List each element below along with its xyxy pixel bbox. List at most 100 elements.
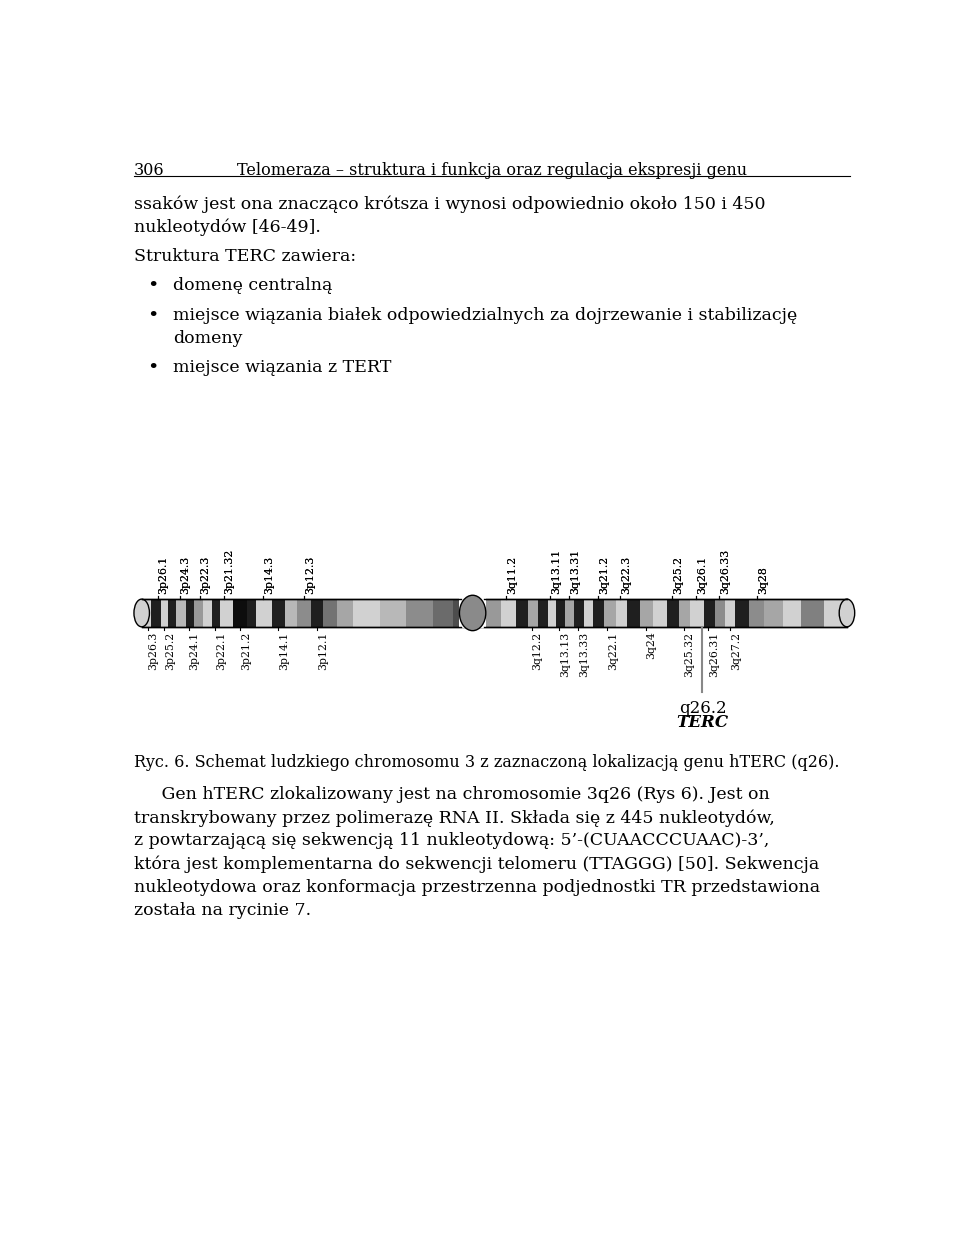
Text: 3p14.1: 3p14.1	[278, 632, 289, 669]
Text: 3p21.32: 3p21.32	[225, 548, 234, 595]
Bar	[247, 599, 256, 626]
Text: 3p24.3: 3p24.3	[180, 556, 190, 595]
Bar	[433, 599, 453, 626]
Bar	[380, 599, 406, 626]
Text: transkrybowany przez polimerazę RNA II. Składa się z 445 nukleotydów,: transkrybowany przez polimerazę RNA II. …	[134, 809, 775, 827]
Text: q26.2: q26.2	[679, 699, 727, 717]
Bar	[782, 599, 802, 626]
Text: 3p24.1: 3p24.1	[189, 632, 200, 669]
Bar	[176, 599, 185, 626]
Text: 3p26.3: 3p26.3	[149, 632, 158, 669]
Text: 3q13.31: 3q13.31	[570, 550, 580, 595]
Bar	[142, 599, 151, 626]
Bar	[802, 599, 824, 626]
Ellipse shape	[134, 599, 150, 626]
Text: nukleotydowa oraz konformacja przestrzenna podjednostki TR przedstawiona: nukleotydowa oraz konformacja przestrzen…	[134, 878, 820, 896]
Text: 3p12.3: 3p12.3	[304, 556, 315, 595]
Text: 3p14.3: 3p14.3	[264, 556, 275, 595]
Text: 3p21.2: 3p21.2	[241, 632, 252, 669]
Bar	[337, 599, 353, 626]
Text: domenę centralną: domenę centralną	[173, 277, 332, 294]
Text: 3q22.1: 3q22.1	[608, 632, 618, 669]
Text: 3q28: 3q28	[757, 566, 768, 595]
Bar	[151, 599, 161, 626]
Bar	[666, 599, 680, 626]
Text: •: •	[147, 307, 158, 325]
Bar	[605, 599, 615, 626]
Ellipse shape	[134, 599, 150, 626]
Text: została na rycinie 7.: została na rycinie 7.	[134, 902, 311, 918]
Text: 3p21.32: 3p21.32	[225, 548, 234, 595]
Bar	[539, 599, 548, 626]
Bar	[627, 599, 640, 626]
Text: 3p24.3: 3p24.3	[180, 556, 190, 595]
Text: Telomeraza – struktura i funkcja oraz regulacja ekspresji genu: Telomeraza – struktura i funkcja oraz re…	[237, 162, 747, 179]
Bar	[353, 599, 380, 626]
Bar	[653, 599, 666, 626]
Text: Ryc. 6. Schemat ludzkiego chromosomu 3 z zaznaczoną lokalizacją genu hTERC (q26): Ryc. 6. Schemat ludzkiego chromosomu 3 z…	[134, 754, 839, 771]
Bar	[484, 599, 501, 626]
Text: miejsce wiązania białek odpowiedzialnych za dojrzewanie i stabilizację: miejsce wiązania białek odpowiedzialnych…	[173, 307, 797, 323]
Text: 3q28: 3q28	[757, 566, 768, 595]
Text: 3q26.33: 3q26.33	[720, 550, 730, 595]
Text: •: •	[147, 277, 158, 296]
Text: 3p26.1: 3p26.1	[158, 556, 168, 595]
Text: 3q26.33: 3q26.33	[720, 550, 730, 595]
Bar	[324, 599, 337, 626]
Bar	[680, 599, 690, 626]
Text: 306: 306	[134, 162, 164, 179]
Text: 3p22.1: 3p22.1	[216, 632, 226, 669]
Ellipse shape	[839, 599, 854, 626]
Text: 3q27.2: 3q27.2	[731, 632, 741, 669]
Bar	[735, 599, 749, 626]
Text: 3q22.3: 3q22.3	[621, 556, 632, 595]
Text: 3q13.31: 3q13.31	[570, 550, 580, 595]
Bar	[593, 599, 605, 626]
Text: 3q11.2: 3q11.2	[507, 556, 517, 595]
Text: 3q11.2: 3q11.2	[507, 556, 517, 595]
Bar	[764, 599, 782, 626]
Text: która jest komplementarna do sekwencji telomeru (TTAGGG) [50]. Sekwencja: która jest komplementarna do sekwencji t…	[134, 855, 819, 873]
Text: miejsce wiązania z TERT: miejsce wiązania z TERT	[173, 359, 391, 376]
Text: 3q26.31: 3q26.31	[709, 632, 719, 677]
Bar	[726, 599, 735, 626]
Bar	[212, 599, 221, 626]
Bar	[285, 599, 297, 626]
Bar	[194, 599, 203, 626]
Bar	[453, 599, 472, 626]
Text: 3p25.2: 3p25.2	[165, 632, 175, 669]
Text: ssaków jest ona znacząco krótsza i wynosi odpowiednio około 150 i 450: ssaków jest ona znacząco krótsza i wynos…	[134, 196, 765, 213]
Bar	[585, 599, 593, 626]
Bar	[640, 599, 653, 626]
Bar	[548, 599, 556, 626]
Text: Struktura TERC zawiera:: Struktura TERC zawiera:	[134, 248, 356, 265]
Text: 3q24: 3q24	[646, 632, 657, 659]
Text: 3q13.13: 3q13.13	[561, 632, 570, 677]
Text: 3p22.3: 3p22.3	[201, 556, 210, 595]
Text: 3q22.3: 3q22.3	[621, 556, 632, 595]
Bar	[615, 599, 627, 626]
Bar	[501, 599, 516, 626]
Text: 3q21.2: 3q21.2	[599, 556, 609, 595]
Bar	[203, 599, 212, 626]
Bar	[715, 599, 726, 626]
Text: 3p22.3: 3p22.3	[201, 556, 210, 595]
Bar	[472, 599, 484, 626]
Bar	[704, 599, 715, 626]
Text: 3q13.11: 3q13.11	[551, 550, 562, 595]
Text: TERC: TERC	[677, 713, 729, 731]
Bar	[273, 599, 285, 626]
Bar	[460, 599, 486, 628]
Text: 3q12.2: 3q12.2	[533, 632, 542, 669]
Bar	[232, 599, 247, 626]
Text: 3q13.11: 3q13.11	[551, 550, 562, 595]
Text: z powtarzającą się sekwencją 11 nukleotydową: 5’-(CUAACCCUAAC)-3’,: z powtarzającą się sekwencją 11 nukleoty…	[134, 833, 769, 849]
Bar	[311, 599, 324, 626]
Bar	[185, 599, 194, 626]
Text: 3q13.33: 3q13.33	[579, 632, 588, 677]
Bar	[824, 599, 847, 626]
Text: domeny: domeny	[173, 330, 242, 347]
Text: nukleotydów [46-49].: nukleotydów [46-49].	[134, 219, 321, 237]
Text: 3q26.1: 3q26.1	[697, 556, 708, 595]
Bar	[528, 599, 539, 626]
